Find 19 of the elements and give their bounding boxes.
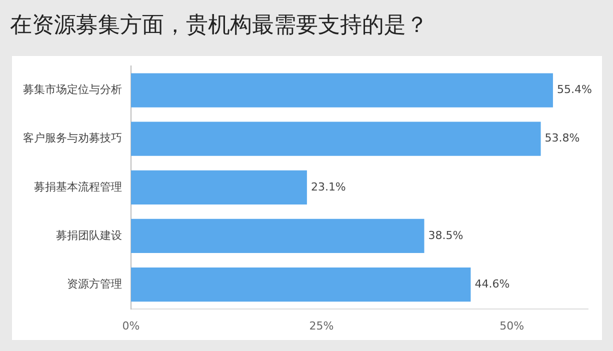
data-label: 53.8% bbox=[544, 132, 580, 145]
x-tick-label: 0% bbox=[122, 319, 140, 332]
bar bbox=[131, 267, 471, 302]
bar bbox=[131, 218, 424, 254]
y-tick-label: 募集市场定位与分析 bbox=[23, 83, 122, 96]
data-label: 23.1% bbox=[310, 180, 346, 194]
bar bbox=[131, 122, 541, 156]
data-label: 38.5% bbox=[428, 228, 464, 242]
y-tick-label: 客户服务与劝募技巧 bbox=[23, 132, 122, 145]
chart-title: 在资源募集方面，贵机构最需要支持的是？ bbox=[10, 12, 428, 40]
bar bbox=[131, 170, 307, 204]
x-tick-label: 25% bbox=[309, 319, 334, 332]
y-tick-label: 资源方管理 bbox=[67, 277, 122, 290]
data-label: 44.6% bbox=[474, 277, 510, 290]
y-tick-label: 募捐团队建设 bbox=[56, 228, 122, 242]
y-tick-label: 募捐基本流程管理 bbox=[34, 180, 122, 194]
x-tick-label: 50% bbox=[500, 319, 524, 332]
bar bbox=[131, 73, 553, 108]
data-label: 55.4% bbox=[556, 83, 592, 96]
